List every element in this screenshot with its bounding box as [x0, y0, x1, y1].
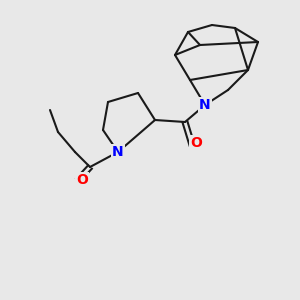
Text: O: O — [76, 173, 88, 187]
Text: N: N — [112, 145, 124, 159]
Text: N: N — [199, 98, 211, 112]
Text: O: O — [190, 136, 202, 150]
